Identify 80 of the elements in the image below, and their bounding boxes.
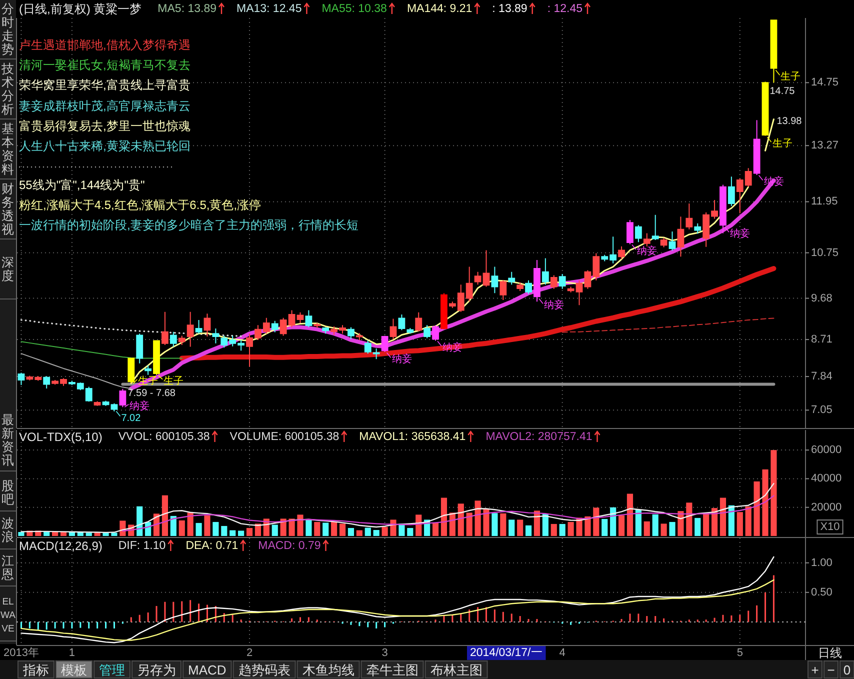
chart-title: MACD(12,26,9) bbox=[19, 539, 102, 553]
annotation: 荣华窝里享荣华,富贵线上寻富贵 bbox=[19, 78, 190, 92]
annotation: MAVOL2: 280757.41 bbox=[486, 431, 592, 443]
text: 模板 bbox=[61, 662, 87, 678]
value-label: 纳妾 bbox=[130, 400, 150, 412]
text: ELWAVE bbox=[0, 596, 16, 634]
y-tick-label: 9.68 bbox=[811, 292, 832, 304]
x-tick-label: 2013年 bbox=[3, 647, 39, 659]
y-tick-label: 7.84 bbox=[811, 370, 832, 383]
value-label: 纳妾 bbox=[392, 354, 412, 366]
y-tick-label: 40000 bbox=[811, 472, 842, 485]
text: 牵牛主图 bbox=[366, 662, 418, 678]
value-label: 生子 bbox=[780, 72, 801, 83]
annotation: 人生八十古来稀,黄粱未熟已轮回 bbox=[19, 139, 190, 153]
x-tick-label: 1 bbox=[68, 647, 76, 659]
annotation: 清河一娶崔氏女,短褐青马不复去 bbox=[19, 58, 190, 72]
text: 布林主图 bbox=[430, 662, 482, 678]
text: : 12.45 bbox=[547, 3, 582, 15]
value-label: 7.02 bbox=[121, 412, 141, 424]
annotation: DEA: 0.71 bbox=[186, 540, 238, 552]
text: MA5: 13.89 bbox=[158, 3, 216, 15]
text: MACD bbox=[188, 662, 226, 678]
value-label: 纳妾 bbox=[730, 228, 750, 240]
text: + bbox=[811, 662, 819, 678]
y-axis-title: X10 bbox=[820, 521, 840, 533]
chart-title: (日线,前复权) 黄粱一梦 bbox=[19, 2, 142, 16]
text: 波浪 bbox=[2, 516, 14, 544]
y-tick-label: 13.27 bbox=[811, 140, 839, 152]
y-tick-label: 14.75 bbox=[811, 76, 839, 89]
text: 2014/03/17/一 bbox=[470, 647, 543, 659]
x-tick-label: 3 bbox=[382, 647, 388, 659]
x-tick-label: 5 bbox=[736, 647, 743, 659]
annotation: MAVOL1: 365638.41 bbox=[359, 431, 466, 443]
annotation: VVOL: 600105.38 bbox=[118, 431, 210, 443]
value-label: 纳妾 bbox=[544, 300, 564, 312]
annotation: 妻妾成群枝叶茂,高官厚禄志青云 bbox=[19, 99, 190, 113]
y-tick-label: 0.50 bbox=[811, 586, 832, 598]
text: 财务透视 bbox=[2, 182, 14, 236]
annotation: VOLUME: 600105.38 bbox=[230, 431, 340, 443]
text: 0 bbox=[843, 662, 851, 678]
annotation: 55线为"富",144线为"贵" bbox=[19, 178, 145, 192]
text: 最新资讯 bbox=[2, 412, 14, 468]
value-label: 生子 bbox=[772, 138, 792, 150]
y-tick-label: 1.00 bbox=[811, 556, 832, 569]
text: 分时走势 bbox=[2, 2, 14, 56]
annotation: 13.98 bbox=[776, 116, 802, 128]
text: MA144: 9.21 bbox=[406, 3, 472, 15]
x-tick-label: 4 bbox=[559, 647, 566, 659]
annotation: 7.59 - 7.68 bbox=[128, 388, 176, 399]
y-tick-label: 10.75 bbox=[811, 246, 839, 259]
text: MA55: 10.38 bbox=[322, 3, 387, 15]
y-tick-label: 60000 bbox=[811, 444, 842, 456]
annotation: 卢生遇道邯郸地,借枕入梦得奇遇 bbox=[19, 38, 190, 52]
text: 深度 bbox=[2, 255, 14, 283]
y-tick-label: 8.71 bbox=[811, 334, 832, 346]
text: 技术分析 bbox=[0, 62, 14, 116]
text: 基本资料 bbox=[2, 122, 14, 176]
y-tick-label: 11.95 bbox=[811, 196, 838, 208]
y-tick-label: 20000 bbox=[811, 501, 842, 514]
text: 日线 bbox=[818, 646, 842, 660]
annotation: 富贵易得复易去,梦里一世也惊魂 bbox=[19, 119, 190, 133]
value-label: 纳妾 bbox=[636, 246, 657, 258]
annotation: DIF: 1.10 bbox=[118, 540, 166, 552]
text: 趋势码表 bbox=[238, 662, 290, 678]
annotation: 一波行情的初始阶段,妻妾的多少暗含了主力的强弱，行情的长短 bbox=[19, 218, 358, 232]
y-tick-label: 7.05 bbox=[811, 404, 832, 416]
annotation: MACD: 0.79 bbox=[258, 540, 321, 552]
text: − bbox=[827, 662, 835, 678]
text: 木鱼均线 bbox=[302, 662, 354, 678]
text: 江恩 bbox=[0, 554, 14, 582]
text: 另存为 bbox=[137, 662, 176, 678]
chart-title: VOL-TDX(5,10) bbox=[19, 430, 102, 444]
text: 管理 bbox=[99, 662, 125, 678]
text: 股吧 bbox=[2, 478, 14, 506]
annotation: 14.75 bbox=[770, 86, 796, 98]
text: MA13: 12.45 bbox=[236, 3, 302, 15]
x-tick-label: 2 bbox=[246, 647, 253, 659]
text: : 13.89 bbox=[492, 3, 528, 15]
annotation: 粉红,涨幅大于4.5,红色,涨幅大于6.5,黄色,涨停 bbox=[19, 198, 262, 212]
text: 指标 bbox=[22, 662, 49, 678]
